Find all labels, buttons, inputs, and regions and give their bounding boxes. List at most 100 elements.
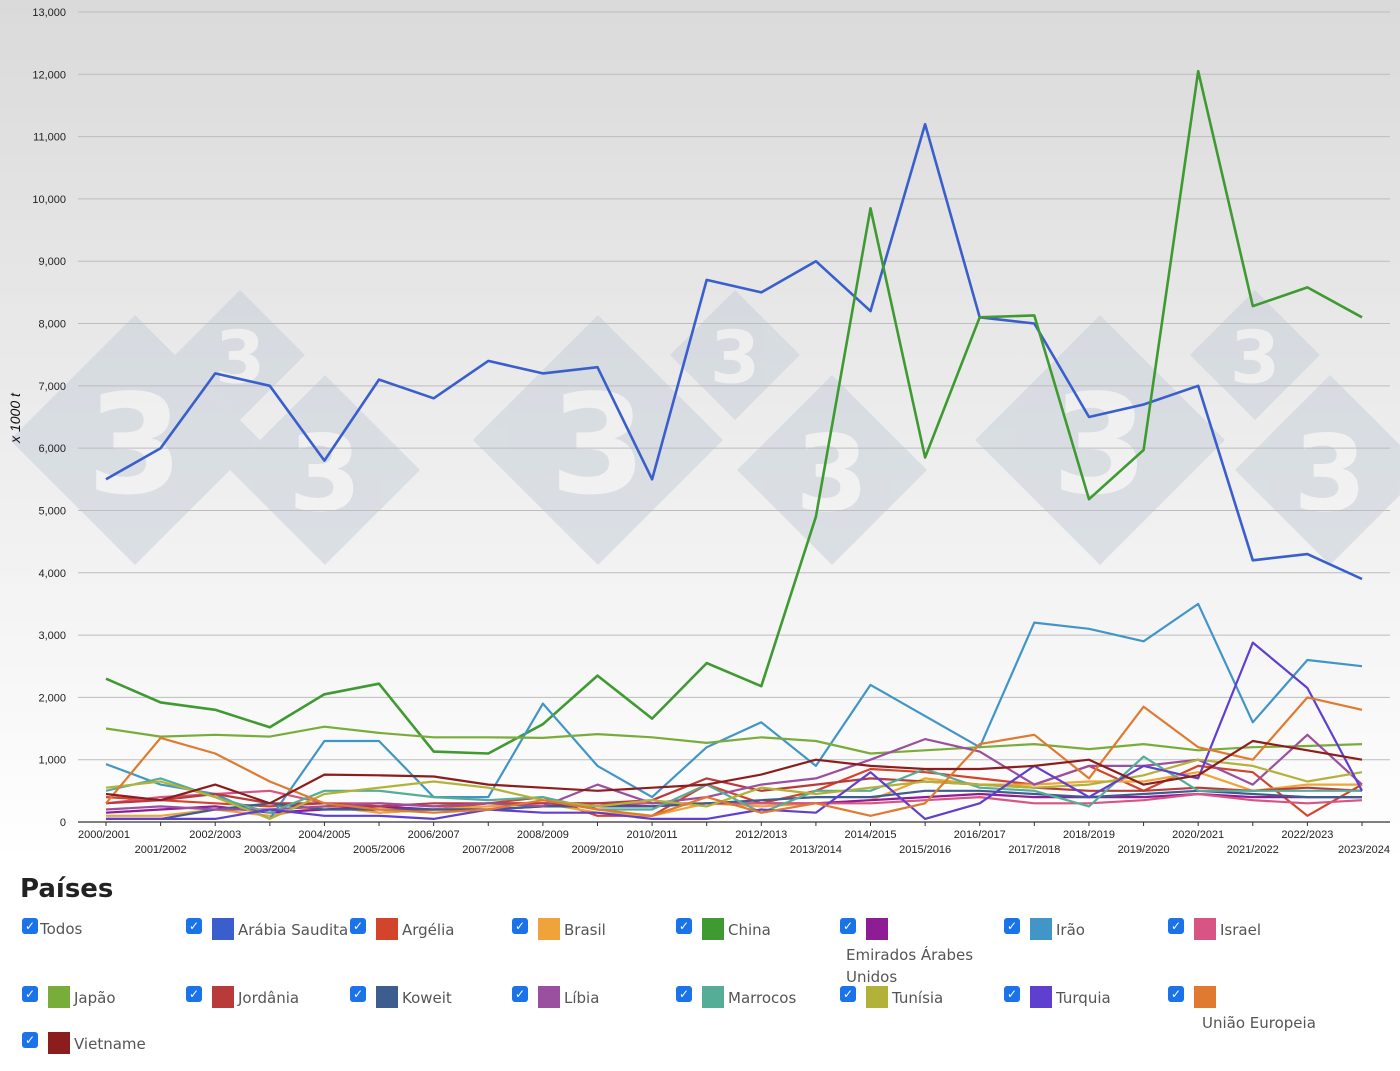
- watermark-glyph: 3: [215, 315, 265, 399]
- watermark-diamond: 3: [975, 315, 1225, 565]
- legend-item-label: China: [728, 921, 771, 939]
- x-tick-label: 2021/2022: [1227, 844, 1279, 856]
- y-tick-label: 7,000: [38, 381, 66, 393]
- x-tick-label: 2020/2021: [1172, 829, 1224, 841]
- watermark-glyph: 3: [288, 413, 361, 535]
- watermark-diamond: 3: [1235, 375, 1400, 565]
- x-tick-label: 2013/2014: [790, 844, 842, 856]
- legend-item-label: Emirados Árabes Unidos: [846, 946, 974, 986]
- watermark-glyph: 3: [1293, 413, 1366, 535]
- x-tick-label: 2009/2010: [571, 844, 623, 856]
- legend-swatch: [376, 986, 398, 1008]
- watermark-glyph: 3: [1230, 315, 1280, 399]
- legend-item-label: Jordânia: [238, 989, 300, 1007]
- checkbox-checked-icon[interactable]: ✓: [350, 918, 366, 934]
- legend-swatch: [212, 918, 234, 940]
- x-tick-label: 2006/2007: [408, 829, 460, 841]
- series-line-libia: [105, 733, 1363, 811]
- x-tick-label: 2015/2016: [899, 844, 951, 856]
- legend-item-label: Brasil: [564, 921, 606, 939]
- legend-item-label: Arábia Saudita: [238, 921, 349, 939]
- watermark-glyph: 3: [795, 413, 868, 535]
- checkbox-checked-icon[interactable]: ✓: [186, 986, 202, 1002]
- checkbox-checked-icon[interactable]: ✓: [186, 918, 202, 934]
- checkbox-checked-icon[interactable]: ✓: [512, 986, 528, 1002]
- legend-swatch: [1030, 986, 1052, 1008]
- y-tick-label: 2,000: [38, 692, 66, 704]
- legend-item-label: Israel: [1220, 921, 1261, 939]
- x-tick-label: 2023/2024: [1338, 844, 1390, 856]
- checkbox-checked-icon[interactable]: ✓: [22, 1032, 38, 1048]
- legend-swatch: [702, 918, 724, 940]
- checkbox-checked-icon[interactable]: ✓: [1004, 986, 1020, 1002]
- legend-item-label: Irão: [1056, 921, 1085, 939]
- watermark-diamond: 3: [1190, 290, 1320, 420]
- x-tick-label: 2010/2011: [626, 829, 677, 841]
- x-tick-label: 2001/2002: [135, 844, 187, 856]
- checkbox-checked-icon[interactable]: ✓: [676, 918, 692, 934]
- checkbox-checked-icon[interactable]: ✓: [1168, 986, 1184, 1002]
- watermark-diamond: 3: [230, 375, 420, 565]
- y-tick-label: 3,000: [38, 630, 66, 642]
- grid-layer: [78, 11, 1390, 823]
- x-tick-label: 2005/2006: [353, 844, 405, 856]
- y-tick-label: 8,000: [38, 319, 66, 331]
- x-tick-label: 2003/2004: [244, 844, 296, 856]
- legend-swatch: [702, 986, 724, 1008]
- x-tick-label: 2016/2017: [954, 829, 1006, 841]
- series-line-irao: [105, 602, 1363, 821]
- x-tick-label: 2007/2008: [462, 844, 514, 856]
- checkbox-checked-icon[interactable]: ✓: [512, 918, 528, 934]
- series-line-jordania: [105, 777, 1363, 808]
- checkbox-checked-icon[interactable]: ✓: [22, 918, 38, 934]
- series-line-koweit: [106, 789, 1362, 821]
- series-line-israel: [105, 789, 1363, 808]
- y-axis-label: x 1000 t: [7, 392, 23, 444]
- series-line-arabia-saudita: [105, 122, 1363, 581]
- y-tick-label: 13,000: [32, 7, 66, 19]
- watermark-glyph: 3: [550, 365, 646, 526]
- checkbox-checked-icon[interactable]: ✓: [676, 986, 692, 1002]
- watermark-glyph: 3: [87, 365, 183, 526]
- checkbox-checked-icon[interactable]: ✓: [1168, 918, 1184, 934]
- legend-item-label: União Europeia: [1202, 1014, 1316, 1032]
- watermark-diamond: 3: [473, 315, 723, 565]
- y-tick-label: 1,000: [38, 755, 66, 767]
- series-line-tunisia: [105, 758, 1363, 821]
- legend-item-label: Marrocos: [728, 989, 797, 1007]
- legend-swatch: [538, 918, 560, 940]
- checkbox-checked-icon[interactable]: ✓: [22, 986, 38, 1002]
- x-tick-label: 2000/2001: [78, 829, 130, 841]
- axis-layer: 0 1,000 2,000 3,000 4,000 5,000 6,000 7,000 8,00…: [32, 7, 1390, 856]
- watermark-glyph: 3: [1052, 365, 1148, 526]
- series-line-turquia: [106, 641, 1363, 821]
- x-tick-label: 2012/2013: [735, 829, 787, 841]
- x-tick-label: 2004/2005: [298, 829, 350, 841]
- legend-panel: Países ✓ Todos ✓ Arábia Saudita ✓ Argélia ✓ B…: [0, 862, 1400, 1071]
- series-line-marrocos: [105, 755, 1362, 814]
- legend-swatch: [212, 986, 234, 1008]
- y-tick-label: 12,000: [32, 69, 66, 81]
- series-line-vietname: [105, 739, 1363, 805]
- x-tick-label: 2011/2012: [681, 844, 732, 856]
- y-tick-label: 11,000: [33, 132, 66, 144]
- legend-item-label: Argélia: [402, 921, 455, 939]
- checkbox-checked-icon[interactable]: ✓: [1004, 918, 1020, 934]
- legend-swatch: [1194, 918, 1216, 940]
- series-line-china: [105, 69, 1363, 755]
- legend-item-label: Todos: [40, 920, 83, 938]
- x-tick-label: 2014/2015: [845, 829, 897, 841]
- checkbox-checked-icon[interactable]: ✓: [840, 918, 856, 934]
- legend-swatch: [866, 986, 888, 1008]
- x-tick-label: 2018/2019: [1063, 829, 1115, 841]
- checkbox-checked-icon[interactable]: ✓: [350, 986, 366, 1002]
- legend-item-label: Vietname: [74, 1035, 146, 1053]
- legend-swatch: [48, 986, 70, 1008]
- y-tick-label: 9,000: [38, 256, 66, 268]
- checkbox-checked-icon[interactable]: ✓: [840, 986, 856, 1002]
- line-chart: 333 333 333 01,0002,0003,0004,0005,0006,00…: [0, 0, 1400, 862]
- x-tick-label: 2022/2023: [1281, 829, 1333, 841]
- watermark-diamond: 3: [737, 375, 927, 565]
- legend-item-label: Líbia: [564, 989, 600, 1007]
